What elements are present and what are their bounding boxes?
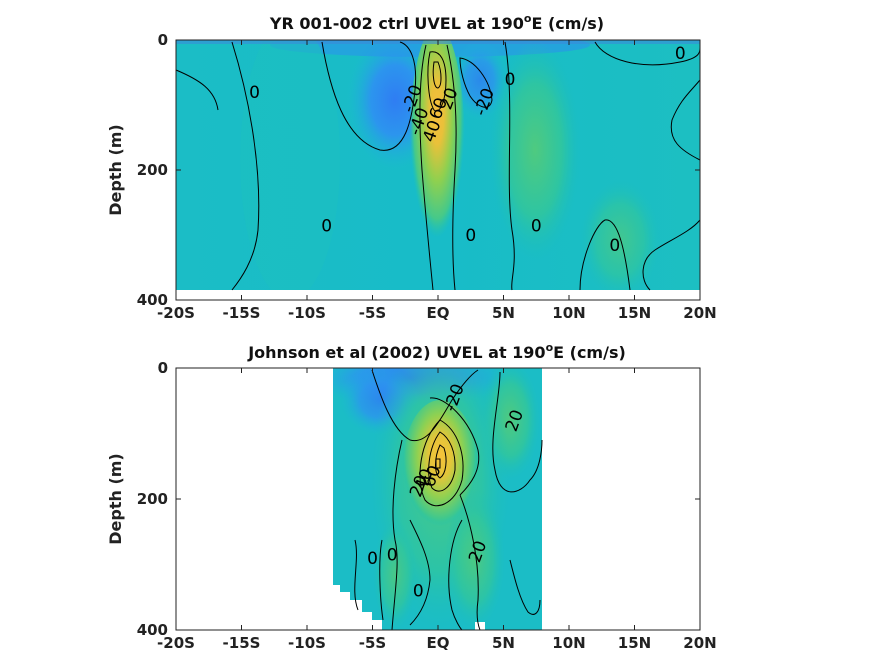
top-y-tick-label: 200 <box>137 161 168 179</box>
top-contour-label: 0 <box>249 83 260 103</box>
top-contour-label: 0 <box>505 70 516 90</box>
bottom-x-tick-label: 10N <box>552 634 585 652</box>
top-x-tick-label: -5S <box>359 304 386 322</box>
bottom-x-tick-label: 20N <box>683 634 716 652</box>
bottom-contour-label: 0 <box>367 549 378 569</box>
top-x-tick-label: 10N <box>552 304 585 322</box>
top-axis-ticks: -20S -15S -10S -5S EQ 5N 10N 15N 20N 0 200 400 <box>137 31 717 322</box>
top-contour-label: 0 <box>531 216 542 236</box>
top-x-tick-label: EQ <box>427 304 450 322</box>
bottom-x-tick-label: -15S <box>223 634 261 652</box>
top-x-tick-label: 20N <box>683 304 716 322</box>
top-x-tick-label: -15S <box>223 304 261 322</box>
top-contour-label: 0 <box>321 216 332 236</box>
top-x-tick-label: -20S <box>157 304 195 322</box>
bottom-x-tick-label: -20S <box>157 634 195 652</box>
bottom-x-tick-label: -5S <box>359 634 386 652</box>
bottom-x-tick-label: -10S <box>288 634 326 652</box>
bottom-y-axis-label: Depth (m) <box>106 453 125 545</box>
top-contour-lines <box>175 41 701 291</box>
bottom-axis-ticks: -20S -15S -10S -5S EQ 5N 10N 15N 20N 0 200 400 <box>137 359 717 652</box>
bottom-x-tick-label: EQ <box>427 634 450 652</box>
bottom-chart-title: Johnson et al (2002) UVEL at 190oE (cm/s… <box>247 341 626 362</box>
top-chart-title: YR 001-002 ctrl UVEL at 190oE (cm/s) <box>269 12 604 33</box>
top-contour-label: 0 <box>609 236 620 256</box>
bottom-contour-label: 0 <box>413 582 424 602</box>
top-heatmap-field <box>176 40 700 290</box>
bottom-y-tick-label: 0 <box>158 359 168 377</box>
top-x-tick-label: -10S <box>288 304 326 322</box>
top-contour-label: 0 <box>675 44 686 64</box>
bottom-contour-label: 0 <box>387 546 398 566</box>
bottom-x-tick-label: 15N <box>618 634 651 652</box>
top-x-tick-label: 5N <box>492 304 515 322</box>
bottom-heatmap-field <box>333 368 542 630</box>
bottom-y-tick-label: 400 <box>137 621 168 639</box>
top-y-tick-label: 0 <box>158 31 168 49</box>
bottom-x-tick-label: 5N <box>492 634 515 652</box>
top-y-axis-label: Depth (m) <box>106 124 125 216</box>
top-contour-label: 0 <box>465 226 476 246</box>
top-y-tick-label: 400 <box>137 291 168 309</box>
top-x-tick-label: 15N <box>618 304 651 322</box>
bottom-contour-lines <box>354 369 543 631</box>
bottom-y-tick-label: 200 <box>137 490 168 508</box>
